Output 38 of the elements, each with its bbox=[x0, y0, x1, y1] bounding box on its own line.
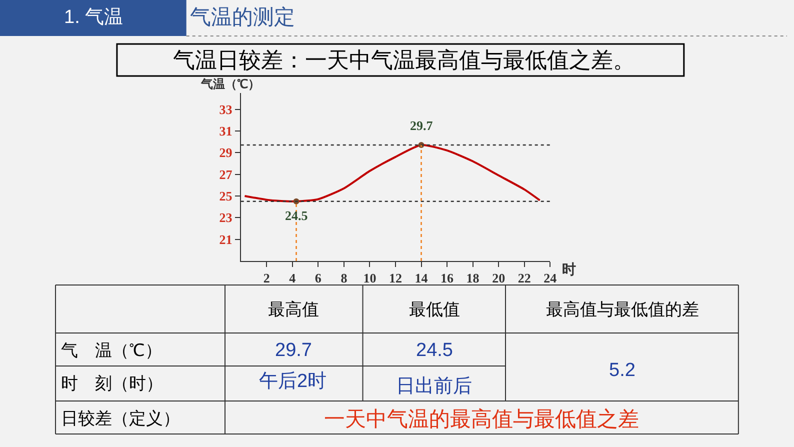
text: 1. 气温 bbox=[64, 7, 124, 28]
text: 最高值与最低值的差 bbox=[546, 300, 699, 319]
annotation: 29.7 bbox=[410, 118, 434, 133]
x-axis-title: 时 bbox=[562, 262, 576, 278]
text: 一天中气温的最高值与最低值之差 bbox=[324, 408, 639, 431]
x-tick-label: 14 bbox=[414, 270, 428, 286]
x-tick-label: 12 bbox=[388, 270, 402, 286]
x-tick-label: 10 bbox=[363, 270, 376, 286]
text: 午后2时 bbox=[259, 371, 327, 392]
annotation: 24.5 bbox=[285, 208, 308, 223]
text: 最高值 bbox=[268, 300, 319, 319]
x-tick-label: 20 bbox=[492, 270, 506, 286]
y-tick-label: 23 bbox=[219, 210, 233, 226]
y-tick-label: 27 bbox=[219, 166, 233, 182]
text: 24.5 bbox=[416, 340, 453, 361]
y-tick-label: 29 bbox=[219, 145, 233, 160]
y-axis-title: 气温（℃） bbox=[200, 77, 260, 91]
text: 日出前后 bbox=[396, 376, 472, 397]
y-tick-label: 33 bbox=[219, 102, 233, 117]
text: 日较差（定义） bbox=[61, 409, 180, 428]
text: 气 温（℃） bbox=[61, 341, 162, 360]
y-tick-label: 25 bbox=[219, 188, 233, 204]
text: 时 刻（时） bbox=[61, 374, 163, 393]
x-tick-label: 2 bbox=[263, 270, 270, 286]
text: 最低值 bbox=[409, 300, 460, 319]
text: 29.7 bbox=[275, 340, 312, 361]
x-tick-label: 8 bbox=[340, 270, 348, 286]
y-tick-label: 31 bbox=[219, 123, 232, 138]
y-tick-label: 21 bbox=[219, 232, 232, 247]
chart-title: 气温日较差：一天中气温最高值与最低值之差。 bbox=[173, 48, 635, 73]
x-tick-label: 16 bbox=[440, 270, 454, 286]
x-tick-label: 22 bbox=[518, 270, 531, 286]
text: 5.2 bbox=[609, 360, 636, 381]
x-tick-label: 18 bbox=[466, 270, 480, 286]
x-tick-label: 4 bbox=[289, 270, 296, 286]
x-tick-label: 6 bbox=[314, 270, 322, 286]
text: 气温的测定 bbox=[190, 6, 295, 29]
x-tick-label: 24 bbox=[544, 270, 558, 286]
